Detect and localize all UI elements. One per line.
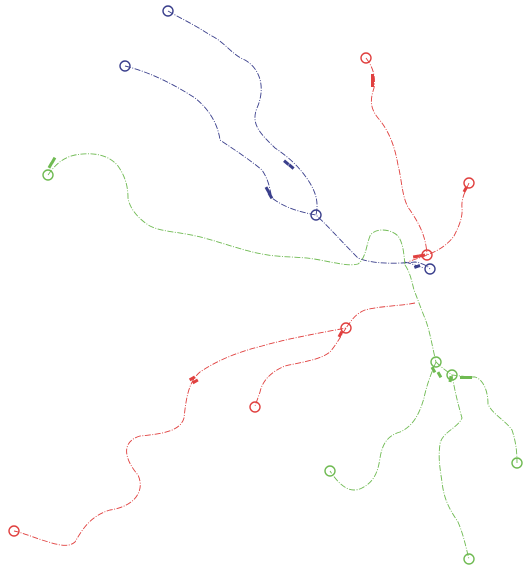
blue-endpoint [162,5,174,17]
blue-trajectory-1 [167,10,431,270]
red-endpoint [8,525,20,537]
red-segment-mark [337,330,344,338]
green-endpoint [511,457,523,469]
green-segment-mark [430,366,437,374]
blue-segment-mark [283,159,290,166]
red-trajectory-5 [254,327,347,407]
green-trajectory-3 [435,361,518,464]
red-endpoint [360,52,372,64]
red-segment-mark [188,375,196,382]
red-endpoints [8,52,475,537]
green-segment-mark [460,376,466,379]
blue-endpoint [310,209,322,221]
red-segment-mark [371,74,374,81]
green-endpoint [463,553,475,565]
green-endpoint [42,169,54,181]
green-segment-mark [47,161,54,169]
blue-trajectory-2 [124,65,317,216]
green-segment-mark [436,371,443,379]
red-endpoint [249,401,261,413]
green-segment-mark [466,376,472,379]
blue-endpoints [119,5,436,275]
green-endpoints [42,169,523,565]
blue-endpoint [119,60,131,72]
blue-segment-mark [288,163,295,170]
green-endpoint [430,356,442,368]
red-endpoint [340,322,352,334]
blue-trajectories [124,10,431,270]
red-segment-mark [371,81,374,87]
red-endpoint [463,177,475,189]
red-trajectory-2 [426,182,470,256]
red-trajectory-4 [13,302,416,546]
red-segment-mark [191,378,199,385]
green-trajectory-4 [438,374,470,560]
red-segment-mark [412,254,420,259]
green-trajectory-2 [404,264,437,363]
green-trajectory-5 [329,361,437,491]
green-segment-mark [50,156,57,164]
green-endpoint [446,369,458,381]
blue-endpoint [424,263,436,275]
green-trajectory-1 [47,153,406,266]
blue-segment-mark [267,192,274,200]
red-trajectories [13,57,470,546]
green-trajectories [47,153,518,560]
blue-marks [264,159,421,269]
blue-segment-mark [264,186,271,194]
green-marks [47,156,472,383]
red-endpoint [421,249,433,261]
green-endpoint [324,465,336,477]
red-trajectory-3 [407,254,428,263]
red-marks [188,74,469,385]
blue-trajectory-3 [404,261,425,269]
blue-segment-mark [413,264,421,269]
